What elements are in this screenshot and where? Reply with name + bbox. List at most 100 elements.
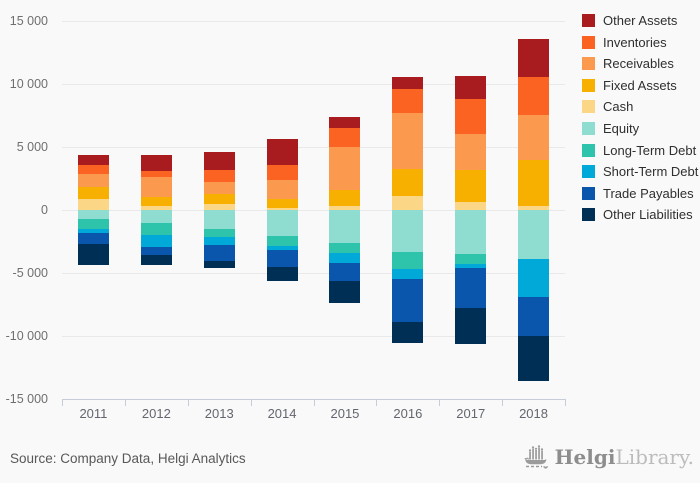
bar-segment[interactable] xyxy=(266,180,298,199)
bar-segment[interactable] xyxy=(203,152,235,171)
bar-segment[interactable] xyxy=(140,154,172,171)
bar-segment[interactable] xyxy=(77,218,109,230)
bar-segment[interactable] xyxy=(203,210,235,229)
bar-segment[interactable] xyxy=(455,254,487,265)
bar-segment[interactable] xyxy=(518,296,550,336)
bar-segment[interactable] xyxy=(77,210,109,219)
bar-segment[interactable] xyxy=(203,181,235,195)
bar-segment[interactable] xyxy=(392,268,424,279)
bar-segment[interactable] xyxy=(266,165,298,181)
bar-segment[interactable] xyxy=(455,170,487,202)
legend-item[interactable]: Other Liabilities xyxy=(582,207,698,222)
bar-segment[interactable] xyxy=(455,268,487,308)
bar-segment[interactable] xyxy=(266,139,298,166)
legend-swatch-icon xyxy=(582,57,595,71)
bar-segment[interactable] xyxy=(77,243,109,266)
legend-item[interactable]: Long-Term Debt xyxy=(582,143,698,158)
bar-segment[interactable] xyxy=(77,198,109,210)
bar-segment[interactable] xyxy=(77,164,109,175)
bar-segment[interactable] xyxy=(266,198,298,209)
bar-segment[interactable] xyxy=(518,115,550,160)
bar-segment[interactable] xyxy=(329,189,361,206)
bar-segment[interactable] xyxy=(392,196,424,210)
bar-segment[interactable] xyxy=(203,261,235,268)
bar-segment[interactable] xyxy=(140,235,172,247)
bar-segment[interactable] xyxy=(140,170,172,178)
legend-item[interactable]: Receivables xyxy=(582,56,698,71)
bar-segment[interactable] xyxy=(329,243,361,254)
bar-segment[interactable] xyxy=(203,244,235,262)
bar-segment[interactable] xyxy=(518,335,550,381)
bar-segment[interactable] xyxy=(329,205,361,210)
bar-segment[interactable] xyxy=(455,307,487,345)
bar-segment[interactable] xyxy=(266,236,298,247)
bar-segment[interactable] xyxy=(455,75,487,100)
viking-ship-logo-icon xyxy=(524,445,548,469)
x-axis-tick xyxy=(565,399,566,406)
bar-segment[interactable] xyxy=(77,154,109,165)
legend-item[interactable]: Inventories xyxy=(582,35,698,50)
bar-segment[interactable] xyxy=(203,204,235,210)
bar-segment[interactable] xyxy=(77,229,109,233)
bar-segment[interactable] xyxy=(392,169,424,196)
bar-segment[interactable] xyxy=(140,210,172,224)
x-axis-tick xyxy=(313,399,315,406)
bar-segment[interactable] xyxy=(77,232,109,244)
bar-segment[interactable] xyxy=(203,170,235,182)
bar-segment[interactable] xyxy=(392,251,424,269)
bar-segment[interactable] xyxy=(455,264,487,269)
bar-segment[interactable] xyxy=(455,201,487,210)
bar-segment[interactable] xyxy=(140,246,172,256)
bar-segment[interactable] xyxy=(392,112,424,170)
bar-segment[interactable] xyxy=(329,210,361,244)
bar-segment[interactable] xyxy=(266,210,298,237)
bar-segment[interactable] xyxy=(266,266,298,281)
legend-item[interactable]: Equity xyxy=(582,121,698,136)
legend-item[interactable]: Other Assets xyxy=(582,13,698,28)
bar-segment[interactable] xyxy=(518,77,550,116)
bar-segment[interactable] xyxy=(455,134,487,171)
bar-segment[interactable] xyxy=(392,88,424,113)
gridline xyxy=(62,210,565,211)
bar-segment[interactable] xyxy=(140,196,172,206)
bar-segment[interactable] xyxy=(518,206,550,210)
bar-segment[interactable] xyxy=(329,128,361,148)
bar-segment[interactable] xyxy=(455,210,487,255)
bar-segment[interactable] xyxy=(329,280,361,303)
bar-segment[interactable] xyxy=(77,174,109,187)
bar-segment[interactable] xyxy=(203,237,235,245)
bar-segment[interactable] xyxy=(392,210,424,252)
legend-item[interactable]: Trade Payables xyxy=(582,186,698,201)
bar-segment[interactable] xyxy=(140,223,172,236)
legend-item[interactable]: Short-Term Debt xyxy=(582,164,698,179)
bar-segment[interactable] xyxy=(392,76,424,89)
bar-segment[interactable] xyxy=(203,228,235,238)
bar-segment[interactable] xyxy=(392,321,424,344)
bar-segment[interactable] xyxy=(203,194,235,205)
helgi-library-logo[interactable]: Helgi Library. xyxy=(523,444,694,470)
legend-label: Cash xyxy=(603,99,634,115)
bar-segment[interactable] xyxy=(140,255,172,266)
bar-segment[interactable] xyxy=(518,210,550,259)
bar-segment[interactable] xyxy=(329,117,361,129)
legend-item[interactable]: Fixed Assets xyxy=(582,78,698,93)
bar-segment[interactable] xyxy=(392,278,424,322)
bar-segment[interactable] xyxy=(518,259,550,297)
bar-segment[interactable] xyxy=(329,253,361,263)
bar-segment[interactable] xyxy=(77,186,109,199)
bar-segment[interactable] xyxy=(329,147,361,190)
bar-segment[interactable] xyxy=(140,177,172,197)
bar-segment[interactable] xyxy=(518,159,550,207)
bar-segment[interactable] xyxy=(266,246,298,251)
logo-text-helgi: Helgi xyxy=(554,445,616,469)
legend-label: Fixed Assets xyxy=(603,77,677,93)
x-axis-tick xyxy=(62,399,63,406)
legend-item[interactable]: Cash xyxy=(582,99,698,114)
bar-segment[interactable] xyxy=(329,262,361,281)
y-axis-tick-label: 10 000 xyxy=(9,77,48,91)
bar-segment[interactable] xyxy=(266,208,298,210)
bar-segment[interactable] xyxy=(518,39,550,78)
bar-segment[interactable] xyxy=(455,99,487,135)
bar-segment[interactable] xyxy=(140,205,172,210)
bar-segment[interactable] xyxy=(266,250,298,267)
